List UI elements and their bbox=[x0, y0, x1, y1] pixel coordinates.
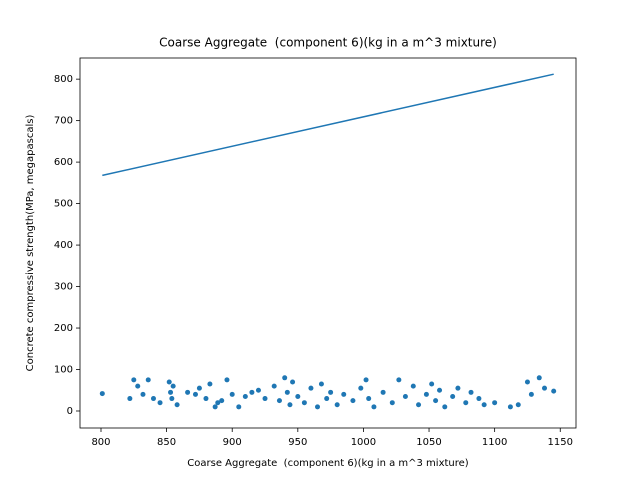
scatter-point bbox=[463, 400, 469, 406]
scatter-point bbox=[196, 385, 202, 391]
scatter-point bbox=[429, 381, 435, 387]
scatter-point bbox=[174, 402, 180, 408]
y-tick-label: 700 bbox=[54, 116, 73, 127]
x-tick-label: 1050 bbox=[416, 437, 441, 448]
scatter-point bbox=[236, 404, 242, 410]
scatter-point bbox=[168, 389, 174, 395]
scatter-point bbox=[150, 396, 156, 402]
y-tick-label: 100 bbox=[54, 365, 73, 376]
scatter-point bbox=[402, 393, 408, 399]
scatter-point bbox=[203, 396, 209, 402]
x-tick-label: 1100 bbox=[482, 437, 507, 448]
scatter-point bbox=[416, 402, 422, 408]
scatter-point bbox=[442, 404, 448, 410]
scatter-point bbox=[524, 379, 530, 385]
x-tick-label: 800 bbox=[91, 437, 110, 448]
y-tick-label: 800 bbox=[54, 74, 73, 85]
scatter-point bbox=[389, 400, 395, 406]
scatter-point bbox=[290, 379, 296, 385]
scatter-point bbox=[476, 396, 482, 402]
scatter-point bbox=[255, 387, 261, 393]
scatter-point bbox=[301, 400, 307, 406]
scatter-point bbox=[249, 389, 255, 395]
scatter-point bbox=[99, 391, 105, 397]
scatter-point bbox=[324, 396, 330, 402]
scatter-point bbox=[315, 404, 321, 410]
y-tick-label: 300 bbox=[54, 282, 73, 293]
scatter-point bbox=[157, 400, 163, 406]
scatter-point bbox=[295, 393, 301, 399]
scatter-point bbox=[127, 396, 133, 402]
scatter-point bbox=[140, 391, 146, 397]
scatter-point bbox=[433, 398, 439, 404]
scatter-point bbox=[170, 383, 176, 389]
x-tick-label: 1150 bbox=[548, 437, 573, 448]
scatter-point bbox=[318, 381, 324, 387]
x-tick-label: 850 bbox=[157, 437, 176, 448]
scatter-point bbox=[224, 377, 230, 383]
scatter-point bbox=[341, 391, 347, 397]
scatter-point bbox=[528, 391, 534, 397]
scatter-point bbox=[215, 400, 221, 406]
scatter-point bbox=[468, 389, 474, 395]
scatter-point bbox=[363, 377, 369, 383]
scatter-point bbox=[308, 385, 314, 391]
scatter-point bbox=[328, 389, 334, 395]
scatter-point bbox=[437, 387, 443, 393]
plot-frame bbox=[79, 57, 577, 429]
x-axis-label: Coarse Aggregate (component 6)(kg in a m… bbox=[187, 458, 469, 469]
scatter-point bbox=[284, 389, 290, 395]
x-tick-label: 900 bbox=[223, 437, 242, 448]
scatter-point bbox=[542, 385, 548, 391]
scatter-point bbox=[135, 383, 141, 389]
scatter-point bbox=[219, 398, 225, 404]
scatter-point bbox=[358, 385, 364, 391]
scatter-point bbox=[166, 379, 172, 385]
scatter-point bbox=[410, 383, 416, 389]
scatter-point bbox=[185, 389, 191, 395]
scatter-point bbox=[131, 377, 137, 383]
scatter-point bbox=[207, 381, 213, 387]
scatter-point bbox=[229, 391, 235, 397]
scatter-point bbox=[276, 398, 282, 404]
scatter-point bbox=[145, 377, 151, 383]
x-tick-label: 950 bbox=[288, 437, 307, 448]
line bbox=[102, 73, 554, 177]
scatter-point bbox=[262, 396, 268, 402]
scatter-point bbox=[169, 396, 175, 402]
scatter-point bbox=[455, 385, 461, 391]
scatter-point bbox=[271, 383, 277, 389]
y-tick-label: 200 bbox=[54, 323, 73, 334]
y-tick-label: 500 bbox=[54, 199, 73, 210]
scatter-point bbox=[287, 402, 293, 408]
scatter-point bbox=[515, 402, 521, 408]
scatter-point bbox=[450, 393, 456, 399]
scatter-point bbox=[481, 402, 487, 408]
scatter-point bbox=[350, 398, 356, 404]
x-tick-label: 1000 bbox=[351, 437, 376, 448]
y-tick-label: 400 bbox=[54, 240, 73, 251]
scatter-point bbox=[334, 402, 340, 408]
scatter-point bbox=[507, 404, 513, 410]
scatter-point bbox=[551, 388, 557, 394]
scatter-point bbox=[242, 393, 248, 399]
scatter-point bbox=[380, 389, 386, 395]
scatter-point bbox=[212, 404, 218, 410]
scatter-point bbox=[192, 391, 198, 397]
scatter-point bbox=[282, 375, 288, 381]
scatter-point bbox=[396, 377, 402, 383]
scatter-point bbox=[423, 391, 429, 397]
scatter-point bbox=[366, 396, 372, 402]
y-tick-label: 600 bbox=[54, 157, 73, 168]
scatter-point bbox=[492, 400, 498, 406]
scatter-point bbox=[536, 375, 542, 381]
y-axis-label: Concrete compressive strength(MPa, megap… bbox=[25, 115, 36, 372]
chart-title: Coarse Aggregate (component 6)(kg in a m… bbox=[159, 36, 497, 50]
y-tick-label: 0 bbox=[67, 406, 73, 417]
scatter-point bbox=[371, 404, 377, 410]
